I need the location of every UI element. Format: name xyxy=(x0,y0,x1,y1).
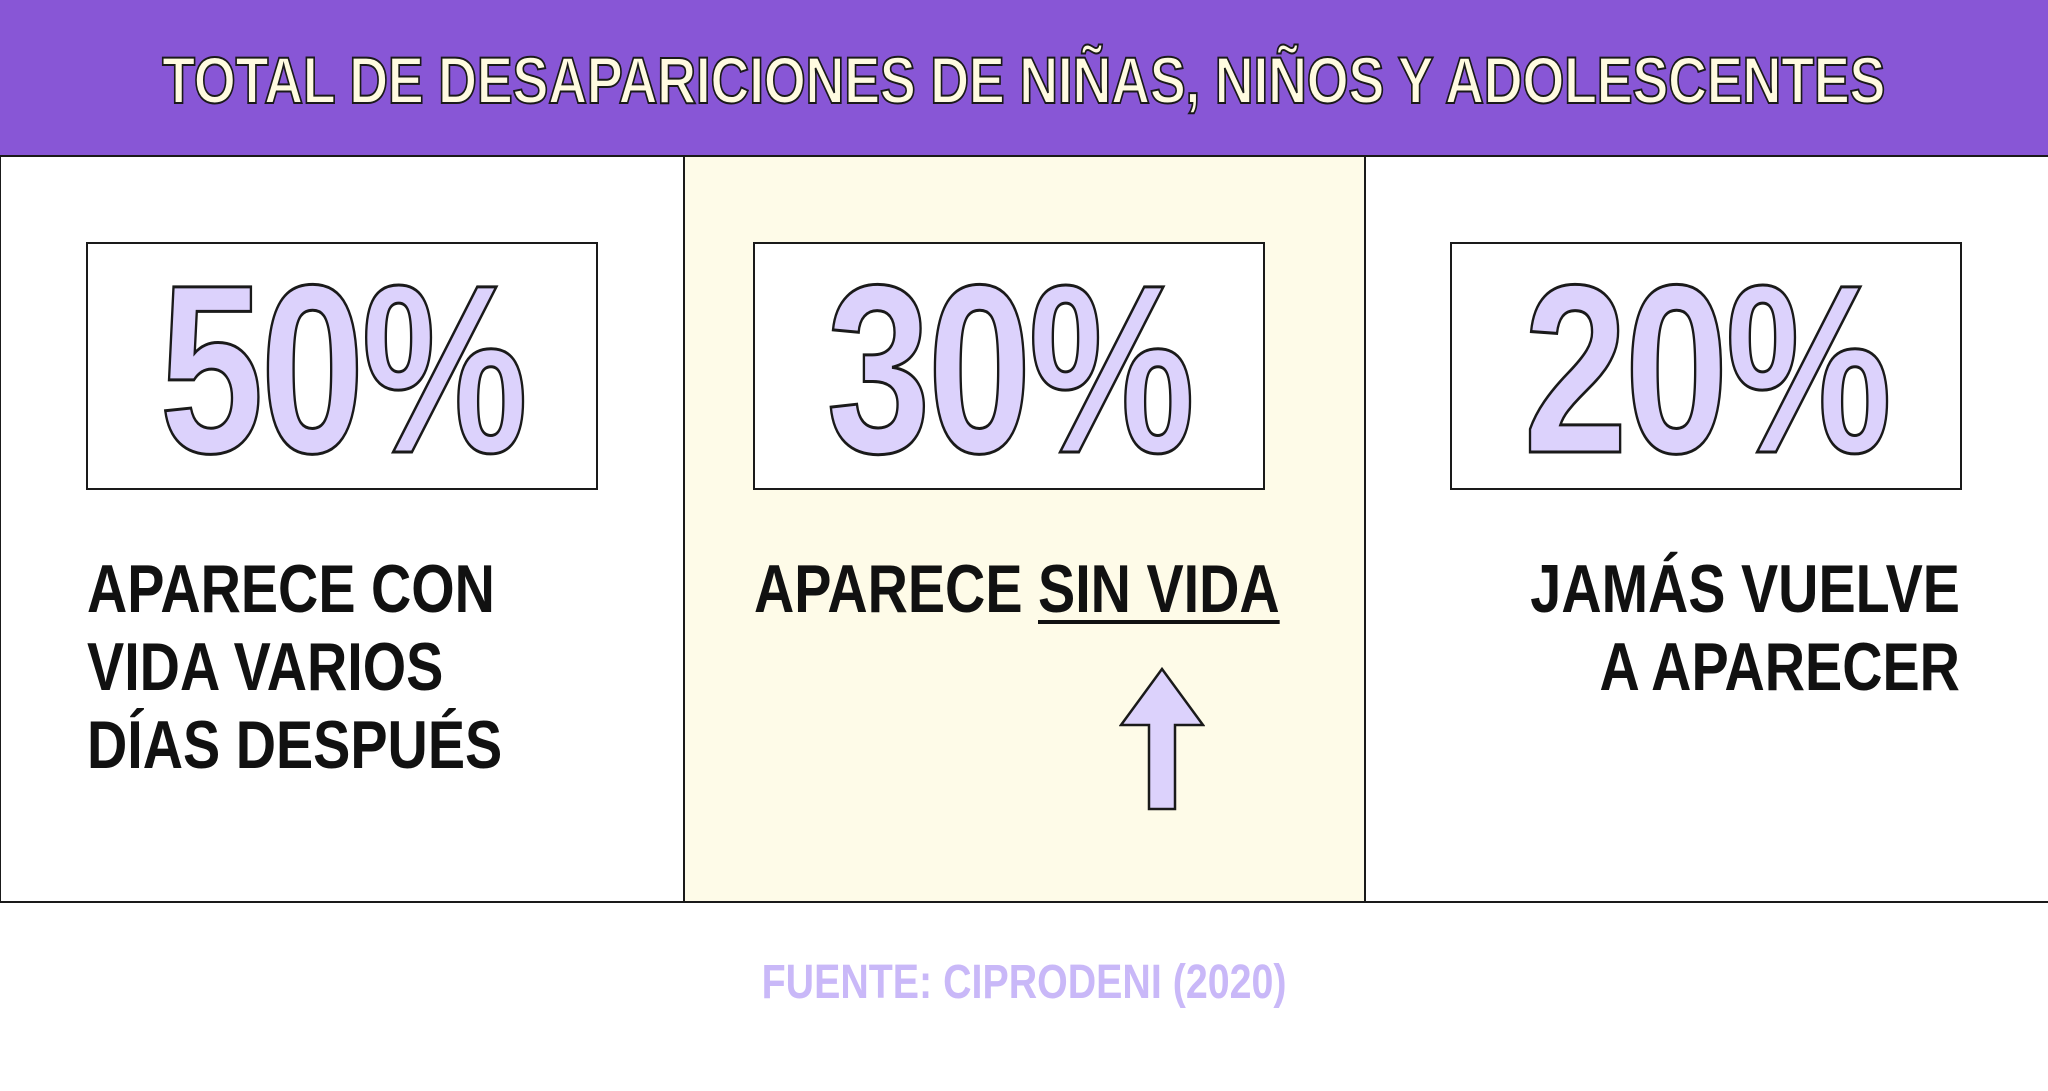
stats-panels: 50% APARECE CON VIDA VARIOS DÍAS DESPUÉS… xyxy=(0,157,2048,903)
description-line: APARECE CON xyxy=(87,551,495,627)
source-note: FUENTE: CIPRODENI (2020) xyxy=(0,955,2048,1010)
percent-value: 30% xyxy=(825,242,1196,490)
arrow-up-icon xyxy=(1119,667,1205,811)
stat-description: APARECE SIN VIDA xyxy=(754,550,1395,628)
description-line: JAMÁS VUELVE xyxy=(1530,551,1960,627)
source-text: FUENTE: CIPRODENI (2020) xyxy=(761,956,1287,1009)
percent-box: 50% xyxy=(86,242,598,490)
stat-description: JAMÁS VUELVE A APARECER xyxy=(1436,550,1960,706)
percent-value: 50% xyxy=(158,242,529,490)
description-line: A APARECER xyxy=(1599,629,1960,705)
chart-title: TOTAL DE DESAPARICIONES DE NIÑAS, NIÑOS … xyxy=(162,42,1887,118)
description-line: DÍAS DESPUÉS xyxy=(87,707,503,783)
stat-panel-found-dead: 30% APARECE SIN VIDA xyxy=(683,157,1366,901)
stat-description: APARECE CON VIDA VARIOS DÍAS DESPUÉS xyxy=(87,550,593,784)
description-line: VIDA VARIOS xyxy=(87,629,444,705)
stat-panel-never-found: 20% JAMÁS VUELVE A APARECER xyxy=(1366,157,2048,901)
description-emphasis: SIN VIDA xyxy=(1038,551,1280,627)
description-prefix: APARECE xyxy=(754,551,1039,627)
percent-box: 20% xyxy=(1450,242,1962,490)
stat-panel-found-alive: 50% APARECE CON VIDA VARIOS DÍAS DESPUÉS xyxy=(0,157,683,901)
header-banner: TOTAL DE DESAPARICIONES DE NIÑAS, NIÑOS … xyxy=(0,0,2048,157)
percent-box: 30% xyxy=(753,242,1265,490)
description-line: APARECE SIN VIDA xyxy=(754,550,1280,628)
percent-value: 20% xyxy=(1522,242,1893,490)
